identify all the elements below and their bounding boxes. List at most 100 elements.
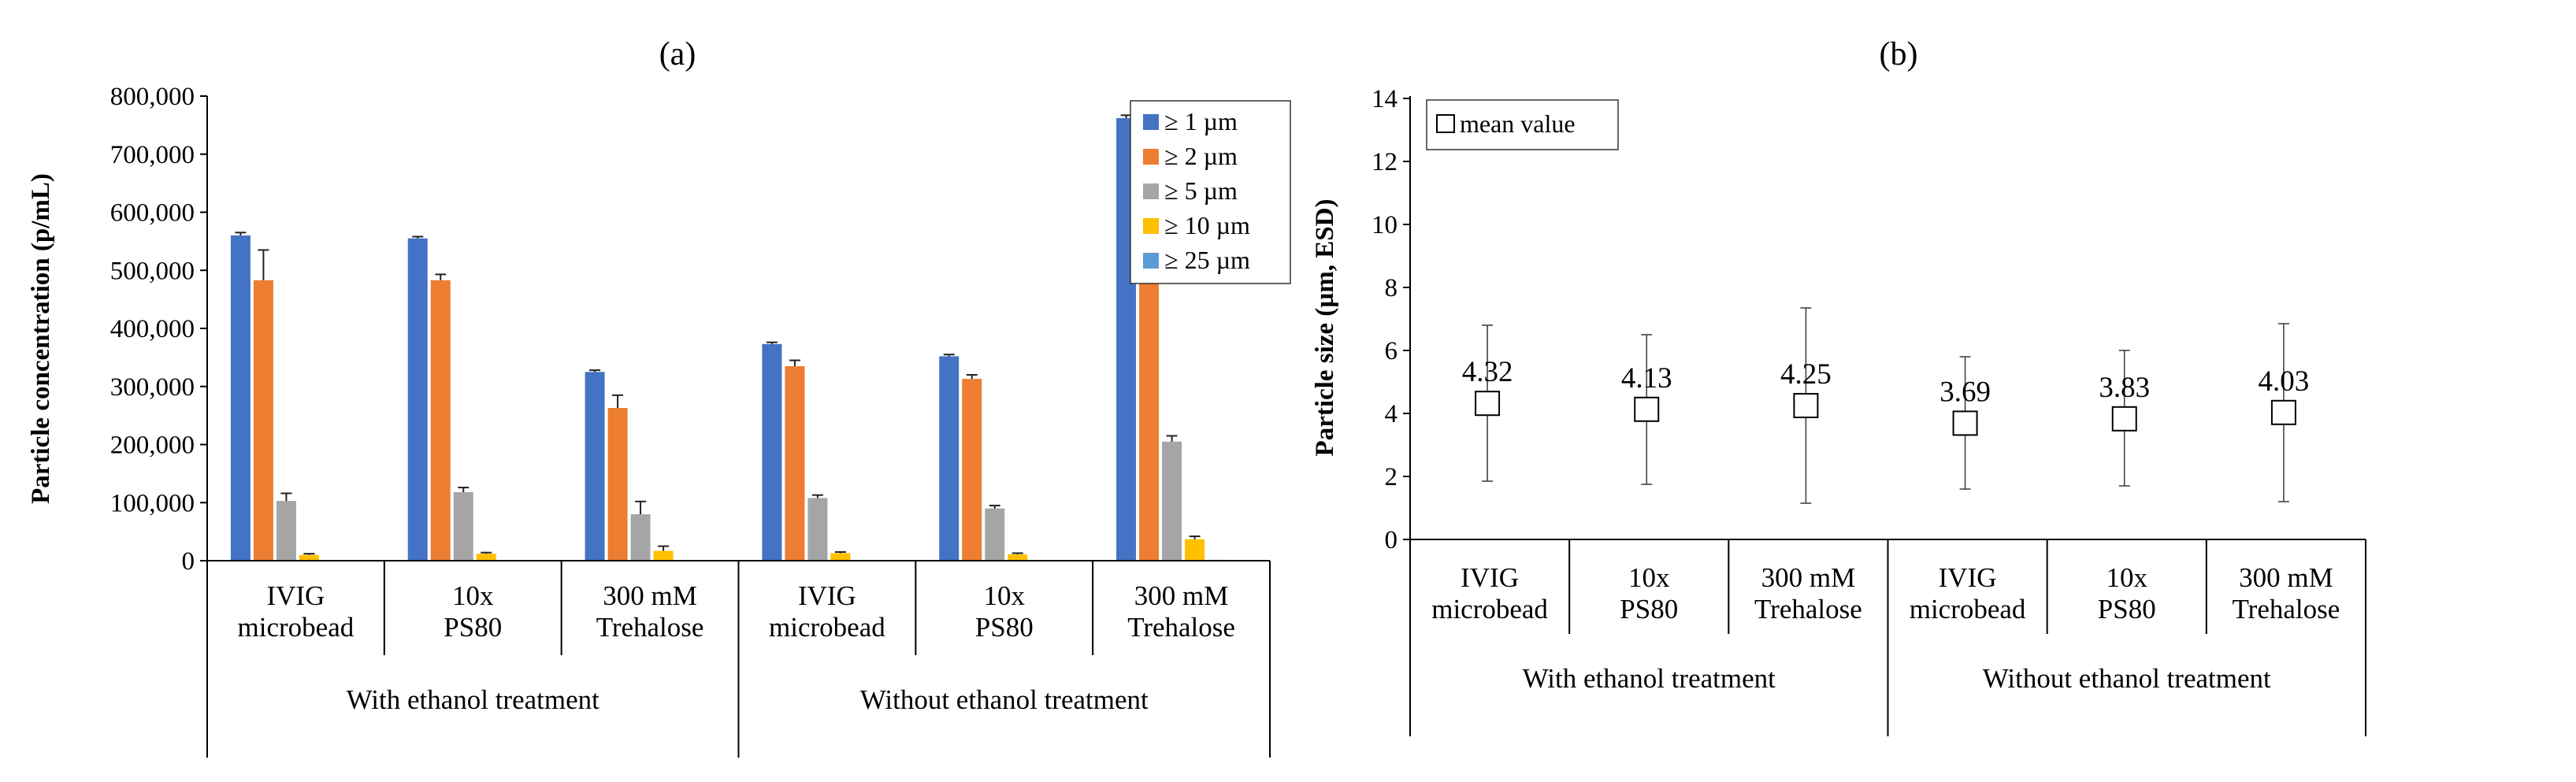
data-label-4: 3.83 bbox=[2099, 372, 2150, 404]
category-label-300-mm: 300 mM bbox=[1134, 580, 1229, 611]
category-label-microbead: microbead bbox=[1910, 594, 2026, 624]
mean-point-4 bbox=[2111, 406, 2137, 432]
y-tick-label: 100,000 bbox=[110, 489, 195, 517]
data-label-2: 4.25 bbox=[1780, 358, 1832, 391]
category-label-ivig: IVIG bbox=[1461, 562, 1519, 593]
group-label-without-ethanol-treatment: Without ethanol treatment bbox=[860, 684, 1149, 715]
chart-a-bars bbox=[230, 118, 1228, 561]
category-label-ps80: PS80 bbox=[1620, 594, 1678, 624]
category-label-microbead: microbead bbox=[1431, 594, 1548, 624]
chart-b-title: (b) bbox=[1880, 36, 1918, 72]
chart-a-title: (a) bbox=[659, 36, 696, 72]
legend-swatch-1um bbox=[1143, 114, 1159, 130]
bar-5-m-0 bbox=[276, 501, 296, 561]
bar-10-m-4 bbox=[1008, 554, 1028, 561]
bar-2-m-4 bbox=[962, 379, 982, 561]
legend-label-2um: ≥ 2 µm bbox=[1164, 142, 1238, 170]
category-label-ivig: IVIG bbox=[1939, 562, 1997, 593]
category-label-ps80: PS80 bbox=[444, 612, 502, 643]
legend-swatch-5um bbox=[1143, 183, 1159, 199]
y-tick-label: 10 bbox=[1372, 211, 1397, 239]
bar-2-m-3 bbox=[785, 365, 805, 561]
chart-b-group-labels: With ethanol treatment Without ethanol tr… bbox=[1523, 663, 2271, 694]
y-tick-label: 14 bbox=[1372, 85, 1397, 113]
y-tick-label: 500,000 bbox=[110, 257, 195, 285]
data-label-5: 4.03 bbox=[2259, 365, 2310, 398]
y-tick-label: 0 bbox=[1385, 526, 1398, 554]
chart-b-scatter-chart: (b) Particle size (µm, ESD) 02468101214 … bbox=[1311, 36, 2366, 736]
data-label-3: 3.69 bbox=[1939, 376, 1991, 408]
bar-1-m-3 bbox=[762, 343, 782, 561]
chart-b-y-axis-label: Particle size (µm, ESD) bbox=[1311, 199, 1339, 457]
bar-1-m-2 bbox=[585, 372, 605, 561]
category-label-10x: 10x bbox=[1628, 562, 1670, 593]
bar-10-m-5 bbox=[1185, 539, 1205, 561]
y-tick-label: 6 bbox=[1385, 337, 1398, 365]
bar-1-m-4 bbox=[939, 356, 960, 561]
legend-swatch-25um bbox=[1143, 253, 1159, 269]
category-label-microbead: microbead bbox=[238, 612, 354, 643]
category-label-trehalose: Trehalose bbox=[1754, 594, 1862, 624]
category-label-10x: 10x bbox=[452, 580, 494, 611]
mean-point-0 bbox=[1475, 391, 1501, 417]
category-label-ps80: PS80 bbox=[975, 612, 1034, 643]
chart-a-error-bars bbox=[235, 114, 1201, 555]
bar-1-m-1 bbox=[407, 238, 428, 561]
category-label-10x: 10x bbox=[984, 580, 1026, 611]
category-label-microbead: microbead bbox=[769, 612, 885, 643]
y-tick-label: 200,000 bbox=[110, 432, 195, 460]
chart-a-y-ticks: 0 100,000 200,000 300,000 400,000 500,000 600,… bbox=[110, 83, 207, 576]
y-tick-label: 2 bbox=[1385, 463, 1398, 491]
bar-5-m-4 bbox=[985, 508, 1005, 561]
chart-b-points bbox=[1475, 391, 2296, 436]
data-label-1: 4.13 bbox=[1621, 362, 1672, 395]
chart-a-legend: ≥ 1 µm ≥ 2 µm ≥ 5 µm ≥ 10 µm ≥ 25 µm bbox=[1130, 100, 1291, 284]
bar-1-m-0 bbox=[230, 235, 251, 561]
bar-5-m-1 bbox=[453, 491, 473, 561]
chart-b-y-ticks: 0 2 4 6 8 10 12 14 bbox=[1372, 85, 1410, 554]
chart-a-y-axis-label: Particle concentration (p/mL) bbox=[27, 173, 55, 504]
bar-2-m-1 bbox=[430, 280, 451, 561]
group-label-without-ethanol-treatment: Without ethanol treatment bbox=[1983, 663, 2271, 694]
y-tick-label: 4 bbox=[1385, 400, 1398, 428]
category-label-ps80: PS80 bbox=[2098, 594, 2156, 624]
bar-2-m-2 bbox=[607, 408, 628, 561]
category-label-10x: 10x bbox=[2106, 562, 2148, 593]
y-tick-label: 800,000 bbox=[110, 83, 195, 111]
legend-marker-mean-value bbox=[1436, 114, 1455, 133]
y-tick-label: 600,000 bbox=[110, 199, 195, 228]
category-label-trehalose: Trehalose bbox=[1127, 612, 1235, 643]
y-tick-label: 400,000 bbox=[110, 315, 195, 343]
y-tick-label: 12 bbox=[1372, 148, 1397, 176]
bar-10-m-0 bbox=[299, 554, 319, 561]
y-tick-label: 8 bbox=[1385, 274, 1398, 302]
y-tick-label: 0 bbox=[182, 547, 195, 576]
chart-a-group-labels: With ethanol treatment Without ethanol tr… bbox=[347, 684, 1149, 715]
bar-10-m-2 bbox=[653, 550, 674, 561]
data-label-0: 4.32 bbox=[1462, 356, 1513, 388]
legend-label-5um: ≥ 5 µm bbox=[1164, 176, 1238, 205]
mean-point-3 bbox=[1952, 410, 1978, 436]
group-label-with-ethanol-treatment: With ethanol treatment bbox=[347, 684, 600, 715]
mean-point-2 bbox=[1793, 393, 1819, 418]
category-label-ivig: IVIG bbox=[266, 580, 325, 611]
chart-b-error-bars bbox=[1482, 307, 2289, 504]
category-label-300-mm: 300 mM bbox=[603, 580, 697, 611]
category-label-trehalose: Trehalose bbox=[596, 612, 704, 643]
bar-5-m-3 bbox=[807, 498, 828, 561]
y-tick-label: 700,000 bbox=[110, 141, 195, 169]
legend-swatch-2um bbox=[1143, 149, 1159, 165]
legend-label-1um: ≥ 1 µm bbox=[1164, 107, 1238, 135]
bar-2-m-0 bbox=[253, 280, 273, 561]
mean-point-5 bbox=[2270, 399, 2296, 425]
bar-5-m-5 bbox=[1162, 441, 1182, 561]
bar-5-m-2 bbox=[630, 514, 651, 561]
bar-10-m-1 bbox=[476, 554, 496, 561]
legend-swatch-10um bbox=[1143, 218, 1159, 234]
category-label-trehalose: Trehalose bbox=[2233, 594, 2340, 624]
legend-label-10um: ≥ 10 µm bbox=[1164, 211, 1250, 239]
group-label-with-ethanol-treatment: With ethanol treatment bbox=[1523, 663, 1776, 694]
